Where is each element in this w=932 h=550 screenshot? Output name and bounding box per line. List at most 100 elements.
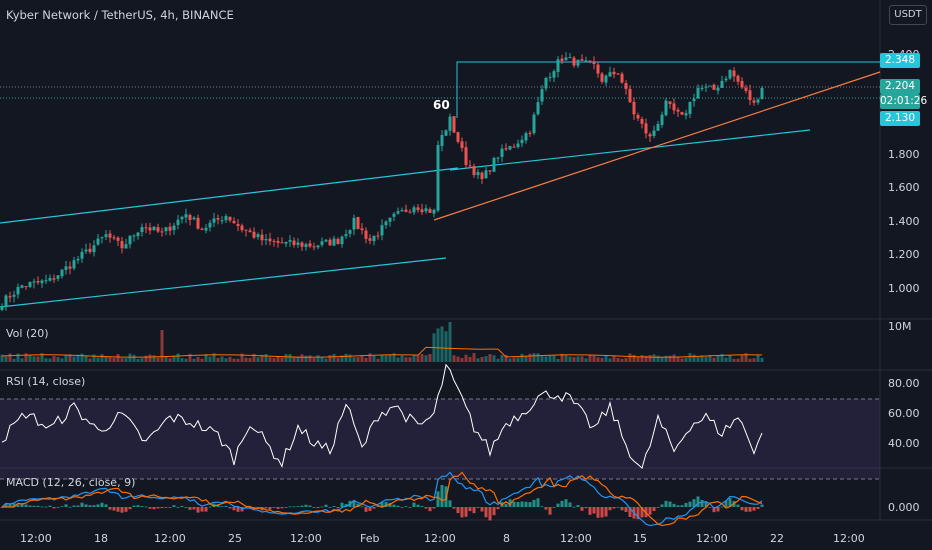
candle-body — [552, 71, 556, 78]
rsi-line — [1, 363, 763, 470]
candle-body — [144, 227, 148, 229]
candle-body — [448, 116, 452, 131]
candle-body — [120, 241, 124, 249]
volume-bar — [40, 353, 44, 362]
candle-body — [480, 172, 484, 179]
candle-body — [148, 227, 152, 231]
volume-bar — [164, 356, 168, 362]
candle-body — [104, 234, 108, 237]
volume-bar — [640, 355, 644, 362]
candle-body — [704, 86, 708, 88]
volume-bar — [260, 354, 264, 362]
macd-histogram-bar — [132, 505, 136, 507]
macd-histogram-bar — [440, 485, 444, 507]
macd-histogram-bar — [304, 504, 308, 507]
candle-body — [592, 62, 596, 65]
candle-body — [152, 226, 156, 231]
macd-histogram-bar — [120, 507, 124, 513]
macd-histogram-bar — [296, 506, 300, 507]
volume-bar — [760, 357, 764, 362]
candle-body — [32, 281, 36, 283]
candle-body — [300, 242, 304, 247]
macd-histogram-bar — [360, 506, 364, 508]
candle-body — [472, 166, 476, 176]
candle-body — [304, 244, 308, 248]
macd-histogram-bar — [608, 507, 612, 511]
candle-body — [336, 238, 340, 244]
candle-body — [240, 225, 244, 231]
macd-histogram-bar — [676, 505, 680, 507]
macd-histogram-bar — [168, 507, 172, 508]
candle-body — [744, 87, 748, 91]
candle-body — [736, 75, 740, 82]
candle-body — [584, 60, 588, 62]
volume-bar — [584, 358, 588, 362]
candle-body — [24, 286, 28, 288]
volume-bar — [384, 355, 388, 362]
volume-bar — [412, 355, 416, 362]
volume-bar — [180, 358, 184, 362]
macd-histogram-bar — [624, 507, 628, 512]
macd-histogram-bar — [432, 507, 436, 509]
currency-button[interactable]: USDT — [889, 5, 927, 25]
volume-bar — [12, 358, 16, 362]
volume-bar — [160, 330, 164, 362]
candle-body — [204, 227, 208, 231]
macd-histogram-bar — [232, 507, 236, 511]
volume-bar — [520, 353, 524, 362]
volume-bar — [404, 357, 408, 362]
volume-bar — [428, 353, 432, 362]
candle-body — [680, 111, 684, 115]
macd-histogram-bar — [452, 507, 456, 509]
candle-body — [692, 98, 696, 102]
candle-body — [556, 59, 560, 72]
macd-histogram-bar — [264, 507, 268, 509]
candle-body — [216, 218, 220, 220]
macd-histogram-bar — [272, 507, 276, 508]
volume-bar — [320, 356, 324, 362]
macd-histogram-bar — [208, 506, 212, 508]
candle-body — [332, 238, 336, 246]
volume-bar — [188, 353, 192, 362]
time-label: 12:00 — [833, 532, 865, 545]
candle-body — [312, 246, 316, 248]
volume-bar — [708, 354, 712, 362]
volume-bar — [172, 356, 176, 362]
macd-histogram-bar — [88, 505, 92, 507]
candle-body — [608, 72, 612, 77]
volume-bar — [312, 358, 316, 362]
candle-body — [376, 235, 380, 237]
macd-histogram-bar — [572, 506, 576, 508]
macd-histogram-bar — [392, 504, 396, 507]
candle-body — [676, 109, 680, 112]
macd-histogram-bar — [4, 503, 8, 507]
candle-body — [44, 280, 48, 282]
volume-bar — [700, 355, 704, 362]
volume-bar — [32, 356, 36, 362]
volume-bar — [256, 357, 260, 362]
macd-histogram-bar — [100, 502, 104, 507]
volume-bar — [328, 355, 332, 362]
volume-pane-title: Vol (20) — [6, 327, 49, 340]
volume-bar — [144, 355, 148, 362]
macd-histogram-bar — [516, 502, 520, 507]
macd-histogram-bar — [568, 502, 572, 507]
candle-body — [96, 238, 100, 245]
volume-bar — [636, 357, 640, 362]
volume-bar — [544, 356, 548, 362]
macd-histogram-bar — [564, 499, 568, 507]
volume-bar — [696, 356, 700, 362]
candle-body — [296, 242, 300, 245]
macd-histogram-bar — [236, 507, 240, 512]
volume-bar — [296, 356, 300, 362]
macd-histogram-bar — [656, 507, 660, 508]
candle-body — [164, 227, 168, 232]
candle-body — [456, 132, 460, 142]
candle-body — [716, 87, 720, 91]
candle-body — [260, 234, 264, 241]
macd-histogram-bar — [12, 503, 16, 507]
candle-body — [344, 234, 348, 237]
candle-body — [620, 73, 624, 83]
macd-histogram-bar — [752, 507, 756, 511]
